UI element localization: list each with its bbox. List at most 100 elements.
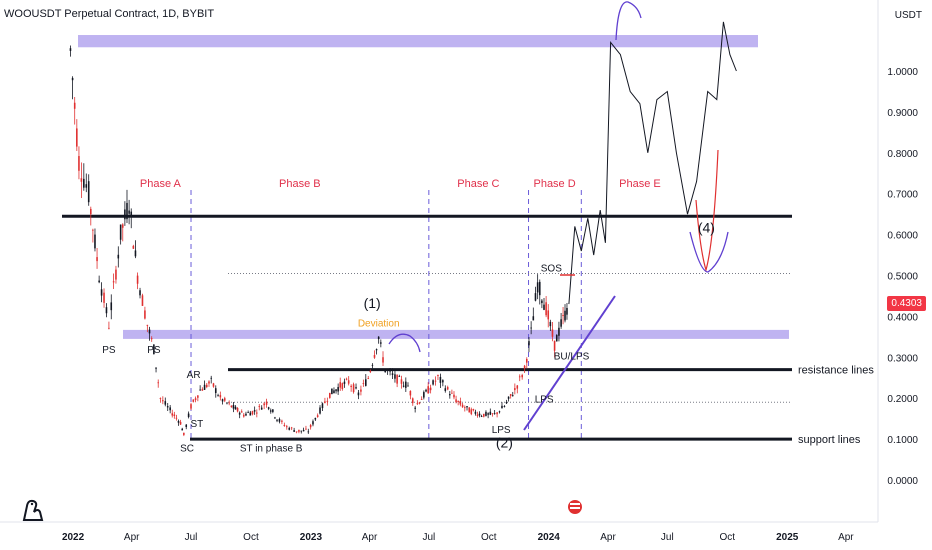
candle-body [119,224,122,240]
candle-body [328,392,331,398]
candle-body [263,403,265,406]
candle-body [493,413,496,415]
phase-label: Phase C [457,178,499,190]
candle-body [360,389,362,392]
candle-body [260,407,263,410]
candle-body [269,410,272,412]
phase-label: Phase B [279,178,321,190]
candle-body [507,396,510,399]
candle-body [240,411,243,413]
candle-body [551,329,554,337]
candle-body [205,384,208,387]
candle-body [265,401,268,405]
candle-body [373,355,376,358]
candle-body [432,380,434,385]
candle-body [442,380,444,383]
candle-body [553,340,556,351]
candle-body [134,250,137,257]
candle-body [105,307,108,314]
dip-arc [689,231,729,273]
candle-body [343,381,346,384]
annotation-label: PS [147,345,161,356]
candle-body [285,426,288,428]
candle-body [276,419,278,421]
candle-body [94,234,96,249]
candle-body [547,310,550,320]
candle-body [83,178,85,188]
annotation-label: Deviation [358,319,400,330]
currency-label: USDT [894,10,922,21]
candle-body [371,364,374,366]
candle-body [144,310,146,319]
x-tick-label: 2024 [538,532,561,543]
candle-body [333,390,335,394]
y-tick-label: 0.0000 [887,476,918,487]
candle-body [511,395,514,397]
candle-body [245,413,247,416]
candle-body [466,406,468,408]
candle-body [560,319,562,327]
annotation-label: ST [190,419,203,430]
candle-body [258,406,261,407]
candle-body [555,334,558,342]
candle-body [536,282,539,293]
candle-body [157,382,160,384]
x-tick-label: 2022 [62,532,85,543]
level-label: resistance lines [798,365,874,377]
candle-body [396,374,398,384]
candle-body [103,292,105,303]
candle-body [514,388,516,391]
phase-label: Phase A [140,178,182,190]
candle-body [155,367,157,369]
zone-band [78,35,758,48]
candle-body [485,411,487,416]
candle-body [267,407,270,409]
candle-body [528,341,530,346]
candle-body [420,398,423,400]
annotation-label: SOS [541,263,562,274]
y-tick-label: 0.4000 [887,312,918,323]
x-tick-label: Oct [243,532,259,543]
candle-body [85,184,88,188]
candle-body [439,376,442,383]
candle-body [345,378,348,380]
candle-body [523,365,526,369]
candle-body [564,310,566,321]
candle-body [472,409,475,411]
candle-body [509,394,512,396]
candle-body [96,257,98,262]
candle-body [470,409,473,415]
projected-dip-curve [695,149,719,273]
candle-body [312,421,314,425]
candle-body [321,403,324,409]
candle-body [234,406,237,410]
candle-body [341,383,344,390]
x-tick-label: Oct [719,532,735,543]
candle-body [355,387,357,389]
candle-body [298,429,300,432]
annotation-label: BU/LPS [554,351,590,362]
x-tick-label: Apr [362,532,378,543]
candle-body [498,411,501,413]
candle-body [177,420,180,423]
candle-body [302,429,305,432]
candle-body [98,280,100,283]
candle-body [357,392,360,396]
candle-body [375,349,378,351]
candle-body [326,400,329,402]
candle-body [476,414,479,416]
top-arc [615,1,642,41]
candle-body [496,412,498,415]
candle-body [382,357,384,363]
candle-body [480,416,483,417]
candle-body [69,48,72,51]
candle-body [256,412,258,414]
candle-body [290,427,293,429]
candle-body [148,329,151,334]
candle-body [468,407,471,413]
candle-body [253,410,256,412]
candle-body [108,327,110,329]
x-tick-label: Jul [185,532,198,543]
y-tick-label: 0.7000 [887,190,918,201]
